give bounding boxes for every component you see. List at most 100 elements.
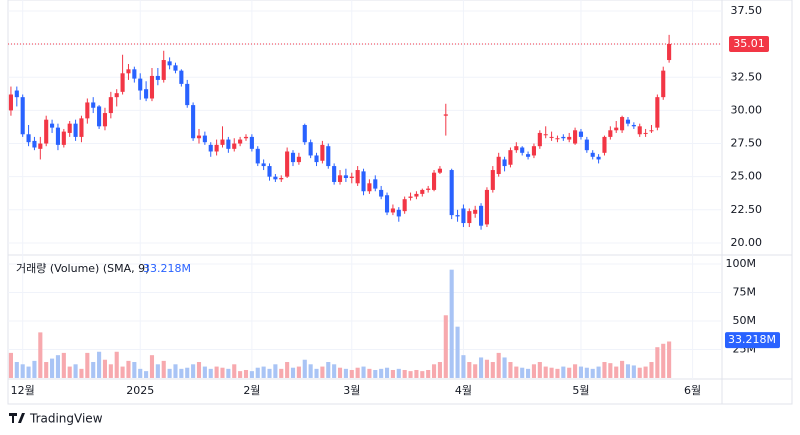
volume-bar	[396, 368, 401, 378]
volume-bar	[102, 359, 108, 378]
candle-body	[285, 151, 290, 177]
candle-body	[167, 61, 172, 66]
candle-body	[531, 146, 537, 156]
y-tick-label: 32.50	[731, 70, 763, 83]
volume-bar	[85, 352, 90, 378]
candle-body	[138, 78, 143, 91]
volume-bar	[490, 362, 495, 378]
volume-bar	[620, 360, 625, 378]
volume-bar	[578, 366, 584, 378]
volume-bar	[608, 363, 613, 378]
volume-bar	[602, 362, 607, 378]
candle-body	[55, 127, 61, 145]
candle-body	[202, 135, 207, 143]
candle-body	[455, 215, 460, 217]
candle-body	[126, 69, 131, 74]
volume-bar	[196, 362, 202, 378]
volume-bar	[32, 360, 37, 378]
volume-bar	[508, 362, 513, 378]
candle-body	[537, 132, 542, 147]
candle-body	[97, 106, 102, 127]
x-tick-label: 12월	[11, 384, 35, 397]
candle-body	[437, 168, 442, 173]
y-tick-label: 37.50	[731, 4, 763, 17]
volume-bar	[461, 355, 466, 378]
x-tick-label: 2월	[243, 384, 260, 397]
candle-body	[490, 170, 495, 190]
candle-body	[296, 156, 301, 163]
volume-bar	[61, 352, 66, 378]
volume-bar	[226, 368, 231, 378]
candle-body	[214, 144, 219, 152]
volume-bar	[144, 371, 149, 378]
volume-bar	[467, 362, 472, 378]
candle-body	[85, 102, 90, 119]
volume-bar	[55, 355, 61, 378]
candle-body	[361, 171, 366, 192]
volume-bar	[249, 371, 254, 378]
volume-bar	[220, 367, 225, 378]
volume-bar	[138, 368, 143, 378]
x-tick-label: 4월	[455, 384, 472, 397]
volume-bar	[390, 369, 395, 378]
candle-body	[567, 136, 572, 140]
volume-bar	[637, 367, 642, 378]
volume-bar	[126, 360, 131, 378]
candle-body	[420, 189, 425, 194]
candle-body	[196, 135, 202, 139]
volume-bar	[373, 369, 378, 378]
candle-body	[584, 139, 589, 151]
candle-body	[273, 176, 278, 180]
candle-body	[379, 189, 384, 197]
volume-bar	[479, 357, 484, 378]
volume-bar	[526, 368, 531, 378]
volume-bar	[290, 367, 296, 378]
volume-bar	[202, 366, 207, 378]
volume-bar	[367, 368, 372, 378]
candle-body	[326, 146, 331, 167]
volume-bar	[67, 366, 72, 378]
volume-bar	[402, 369, 407, 378]
volume-bar	[590, 368, 595, 378]
volume-bar	[555, 368, 560, 378]
candle-body	[249, 136, 254, 149]
candle-body	[238, 139, 243, 144]
volume-bar	[384, 367, 390, 378]
volume-bar	[73, 364, 78, 378]
candle-body	[414, 193, 419, 197]
candle-body	[661, 70, 666, 98]
volume-bar	[285, 362, 290, 378]
candle-body	[261, 163, 266, 167]
volume-bar	[543, 366, 548, 378]
candle-body	[179, 70, 184, 84]
volume-bar	[408, 371, 413, 378]
volume-bar	[496, 352, 501, 378]
volume-bar	[649, 362, 654, 378]
volume-bar	[302, 359, 307, 378]
volume-sma-legend: 33.218M	[143, 262, 191, 275]
y-tick-label: 27.50	[731, 137, 763, 150]
candle-body	[26, 134, 31, 143]
candle-body	[144, 89, 149, 99]
volume-bar	[625, 364, 631, 378]
candle-body	[602, 136, 607, 153]
candle-body	[408, 196, 413, 198]
chart-frame	[7, 0, 793, 405]
candle-body	[461, 208, 466, 224]
candle-body	[8, 94, 13, 111]
candle-body	[655, 97, 660, 128]
volume-bar	[44, 362, 49, 378]
candle-body	[20, 97, 25, 135]
candle-body	[208, 144, 213, 152]
volume-bar	[631, 365, 636, 378]
y-tick-label: 30.00	[731, 103, 763, 116]
volume-bar	[614, 366, 619, 378]
volume-bar	[484, 359, 489, 378]
volume-bar	[573, 364, 578, 378]
footer-brand: TradingView	[29, 412, 103, 426]
candle-body	[514, 146, 519, 151]
candle-body	[302, 124, 307, 143]
candle-body	[355, 170, 360, 184]
volume-bar	[531, 364, 537, 378]
candle-body	[267, 166, 272, 177]
